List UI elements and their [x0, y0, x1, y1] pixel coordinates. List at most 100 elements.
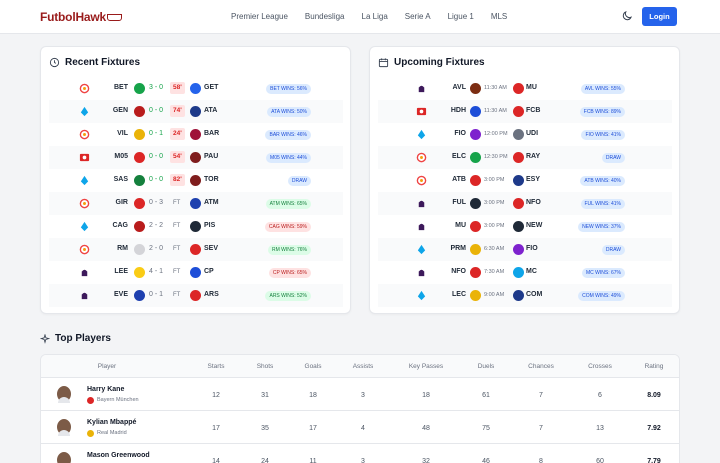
away-team-abbr: PAU: [204, 153, 219, 160]
match-score: 0 - 1: [149, 130, 164, 137]
player-name[interactable]: Kylian Mbappé: [87, 419, 137, 426]
fixture-row[interactable]: FIO 12:00 PM UDI FIO WINS: 41%: [378, 123, 672, 146]
table-row[interactable]: Harry Kane Bayern München 12 31 18 3 18 61 7 6 8.0…: [41, 378, 679, 411]
fixture-row[interactable]: EVE 0 - 1 FT ARS ARS WINS: 52%: [49, 284, 343, 307]
away-team-crest-icon: [190, 129, 201, 140]
home-team-abbr: AVL: [452, 84, 466, 91]
fixture-row[interactable]: LEC 9:00 AM COM COM WINS: 49%: [378, 284, 672, 307]
fixture-row[interactable]: M05 0 - 0 54' PAU M05 WINS: 44%: [49, 146, 343, 169]
fixture-row[interactable]: AVL 11:30 AM MU AVL WINS: 55%: [378, 77, 672, 100]
home-team-crest-icon: [134, 198, 145, 209]
column-header-chances[interactable]: Chances: [528, 363, 554, 370]
kickoff-time: 9:00 AM: [484, 292, 505, 298]
home-team-abbr: SAS: [113, 176, 128, 183]
stat-cell: 24: [261, 458, 269, 463]
fixture-row[interactable]: LEE 4 - 1 FT CP CP WINS: 65%: [49, 261, 343, 284]
fixture-row[interactable]: ATB 3:00 PM ESY ATB WINS: 40%: [378, 169, 672, 192]
site-logo[interactable]: FutbolHawk: [40, 10, 122, 24]
away-team-crest-icon: [513, 221, 524, 232]
stat-cell: 3: [361, 392, 365, 399]
home-team-abbr: LEC: [452, 291, 466, 298]
seriea-league-icon: [417, 129, 426, 140]
away-team-crest-icon: [190, 290, 201, 301]
away-team-abbr: FIO: [526, 245, 538, 252]
bundesliga-league-icon: [79, 153, 90, 162]
column-header-assists[interactable]: Assists: [352, 363, 374, 370]
fixture-row[interactable]: HDH 11:30 AM FCB FCB WINS: 89%: [378, 100, 672, 123]
fixture-row[interactable]: VIL 0 - 1 24' BAR BAR WINS: 46%: [49, 123, 343, 146]
stat-cell: 4: [361, 425, 365, 432]
nav-link-ligue-1[interactable]: Ligue 1: [447, 12, 474, 21]
nav-link-premier-league[interactable]: Premier League: [231, 12, 288, 21]
stat-cell: 18: [422, 392, 430, 399]
clock-icon: [49, 57, 60, 68]
nav-link-bundesliga[interactable]: Bundesliga: [304, 12, 345, 21]
away-team-crest-icon: [513, 106, 524, 117]
kickoff-time: 12:30 PM: [484, 154, 508, 160]
home-team-crest-icon: [470, 221, 481, 232]
home-team-crest-icon: [134, 129, 145, 140]
fixture-row[interactable]: ELC 12:30 PM RAY DRAW: [378, 146, 672, 169]
fixture-row[interactable]: SAS 0 - 0 82' TOR DRAW: [49, 169, 343, 192]
nav-link-mls[interactable]: MLS: [490, 12, 508, 21]
column-header-shots[interactable]: Shots: [256, 363, 274, 370]
premier-league-icon: [81, 292, 88, 300]
home-team-crest-icon: [470, 83, 481, 94]
column-header-duels[interactable]: Duels: [477, 363, 495, 370]
full-time-label: FT: [173, 200, 181, 206]
player-name[interactable]: Harry Kane: [87, 386, 125, 393]
prediction-badge: BAR WINS: 46%: [265, 130, 311, 140]
column-header-goals[interactable]: Goals: [304, 363, 322, 370]
full-time-label: FT: [173, 269, 181, 275]
bundesliga-league-icon: [416, 107, 427, 116]
match-score: 4 - 1: [149, 268, 164, 275]
column-header-key-passes[interactable]: Key Passes: [408, 363, 444, 370]
player-avatar: [57, 419, 71, 436]
fixture-row[interactable]: GIR 0 - 3 FT ATM ATM WINS: 65%: [49, 192, 343, 215]
prediction-badge: CP WINS: 65%: [268, 268, 311, 278]
dark-mode-moon-icon[interactable]: [621, 10, 633, 22]
stat-cell: 7: [539, 425, 543, 432]
fixture-row[interactable]: CAG 2 - 2 FT PIS CAG WINS: 59%: [49, 215, 343, 238]
table-body: Harry Kane Bayern München 12 31 18 3 18 61 7 6 8.0…: [41, 378, 679, 463]
away-team-abbr: GET: [204, 84, 219, 91]
stat-cell: 12: [212, 392, 220, 399]
table-row[interactable]: Kylian Mbappé Real Madrid 17 35 17 4 48 75 7 13 7.…: [41, 411, 679, 444]
column-header-player[interactable]: Player: [97, 363, 117, 370]
seriea-league-icon: [80, 175, 89, 186]
player-name[interactable]: Mason Greenwood: [87, 452, 150, 459]
prediction-badge: MC WINS: 67%: [581, 268, 625, 278]
column-header-starts[interactable]: Starts: [207, 363, 225, 370]
table-row[interactable]: Mason Greenwood 14 24 11 3 32 46 8 60 7.79: [41, 444, 679, 463]
nav-link-la-liga[interactable]: La Liga: [361, 12, 388, 21]
recent-fixtures-title: Recent Fixtures: [65, 57, 141, 68]
fixture-row[interactable]: FUL 3:00 PM NFO FUL WINS: 41%: [378, 192, 672, 215]
nav-link-serie-a[interactable]: Serie A: [404, 12, 431, 21]
away-team-crest-icon: [513, 175, 524, 186]
fixture-row[interactable]: NFO 7:30 AM MC MC WINS: 67%: [378, 261, 672, 284]
fixture-row[interactable]: BET 3 - 0 58' GET BET WINS: 56%: [49, 77, 343, 100]
away-team-crest-icon: [190, 267, 201, 278]
fixture-row[interactable]: PRM 6:30 AM FIO DRAW: [378, 238, 672, 261]
stat-cell: 60: [596, 458, 604, 463]
player-rating: 8.09: [647, 392, 661, 399]
upcoming-fixtures-card: Upcoming Fixtures AVL 11:30 AM MU AVL WINS:…: [369, 46, 680, 314]
stat-cell: 14: [212, 458, 220, 463]
home-team-crest-icon: [134, 221, 145, 232]
column-header-rating[interactable]: Rating: [644, 363, 664, 370]
fixture-row[interactable]: GEN 0 - 0 74' ATA ATA WINS: 50%: [49, 100, 343, 123]
prediction-badge: DRAW: [287, 176, 311, 186]
login-button[interactable]: Login: [642, 7, 677, 26]
column-header-crosses[interactable]: Crosses: [588, 363, 612, 370]
player-avatar: [57, 386, 71, 403]
club-crest-icon: [87, 430, 94, 437]
home-team-abbr: FIO: [454, 130, 466, 137]
prediction-badge: FIO WINS: 41%: [581, 130, 625, 140]
live-minute-badge: 58': [170, 82, 185, 94]
league-nav: Premier League Bundesliga La Liga Serie …: [231, 12, 507, 21]
fixture-row[interactable]: RM 2 - 0 FT SEV RM WINS: 76%: [49, 238, 343, 261]
away-team-crest-icon: [190, 83, 201, 94]
fixture-row[interactable]: MU 3:00 PM NEW NEW WINS: 37%: [378, 215, 672, 238]
away-team-abbr: MC: [526, 268, 537, 275]
prediction-badge: RM WINS: 76%: [267, 245, 311, 255]
